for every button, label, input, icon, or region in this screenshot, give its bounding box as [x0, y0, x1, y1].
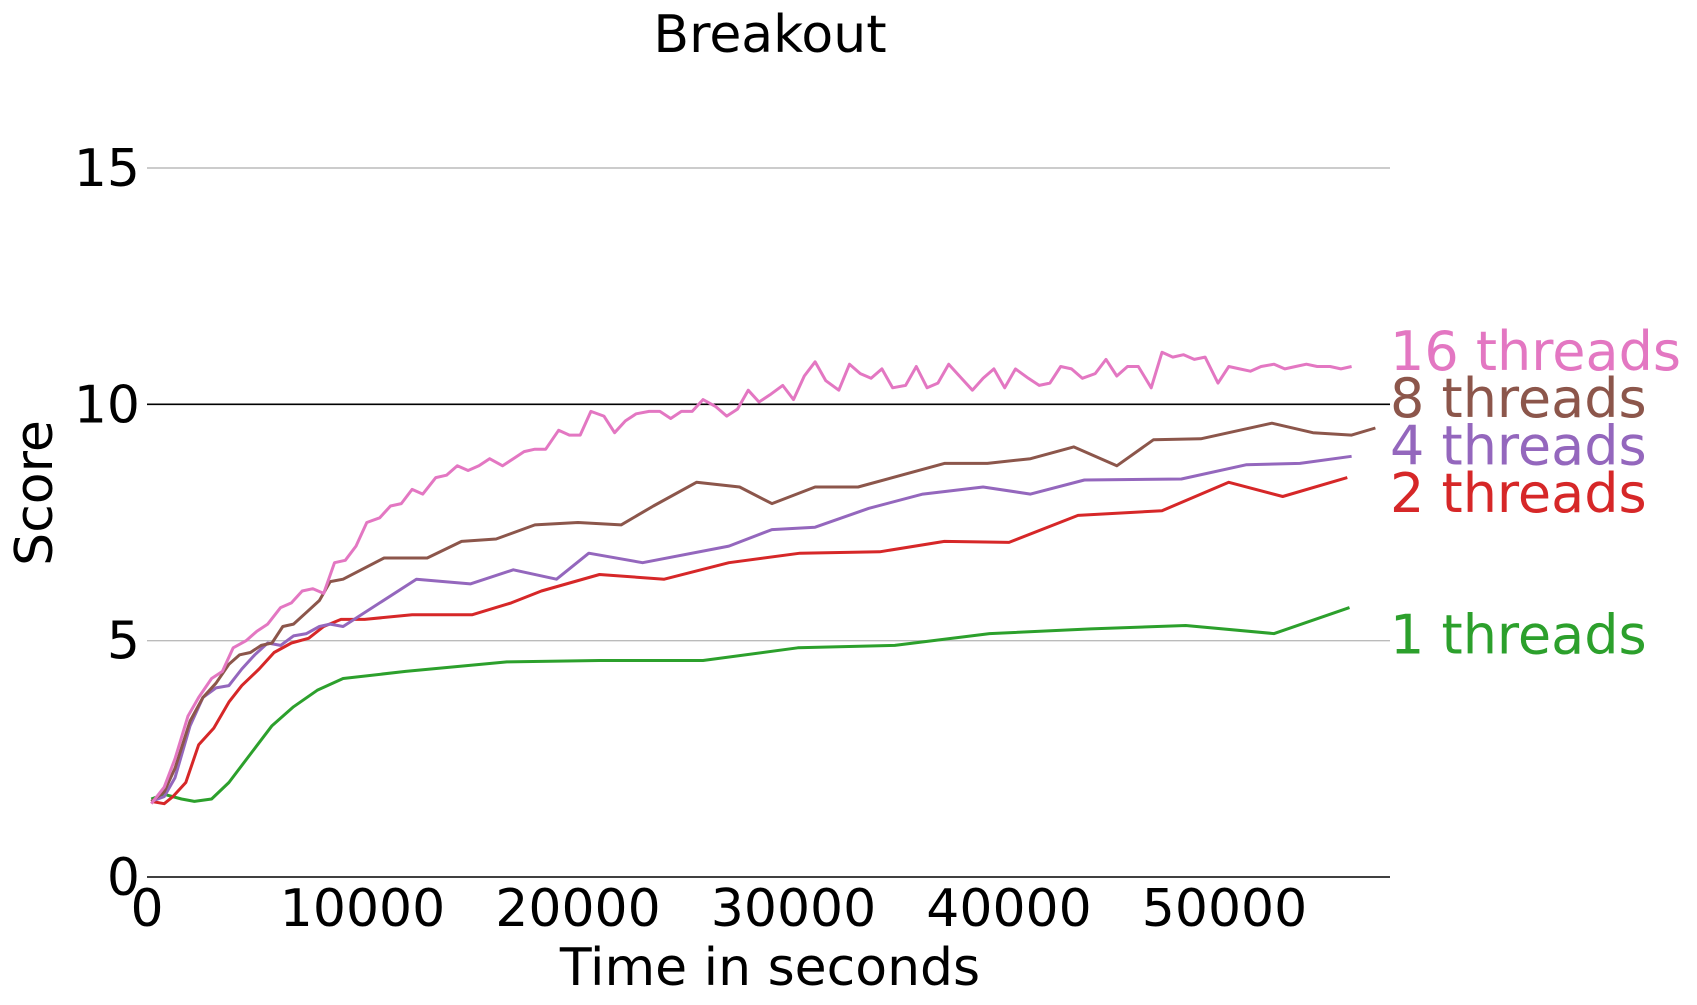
x-tick-label: 0 [130, 879, 163, 939]
series-line-1 [150, 606, 1350, 803]
y-axis-label: Score [5, 420, 65, 566]
series-label: 2 threads [1390, 462, 1647, 525]
series-label: 4 threads [1390, 415, 1647, 478]
series-label: 16 threads [1390, 320, 1681, 383]
series-label: 1 threads [1390, 604, 1647, 667]
x-tick-label: 40000 [926, 879, 1091, 939]
y-tick-label: 15 [74, 139, 140, 199]
series-lines [150, 350, 1376, 806]
y-tick-label: 0 [107, 848, 140, 908]
series-line-5 [150, 350, 1352, 805]
x-tick-label: 20000 [495, 879, 660, 939]
series-line-3 [150, 454, 1352, 803]
x-tick-label: 10000 [280, 879, 445, 939]
series-label: 8 threads [1390, 367, 1647, 430]
grid-lines [147, 167, 1390, 878]
series-line-2 [151, 476, 1348, 806]
x-tick-label: 30000 [711, 879, 876, 939]
x-axis-label: Time in seconds [559, 938, 980, 998]
y-tick-label: 5 [107, 612, 140, 672]
x-tick-label: 50000 [1142, 879, 1307, 939]
chart-title: Breakout [653, 5, 886, 65]
series-line-4 [150, 421, 1376, 803]
y-tick-labels: 0 5 10 15 [74, 139, 140, 908]
x-tick-labels: 0 10000 20000 30000 40000 50000 [130, 879, 1307, 939]
y-tick-label: 10 [74, 375, 140, 435]
